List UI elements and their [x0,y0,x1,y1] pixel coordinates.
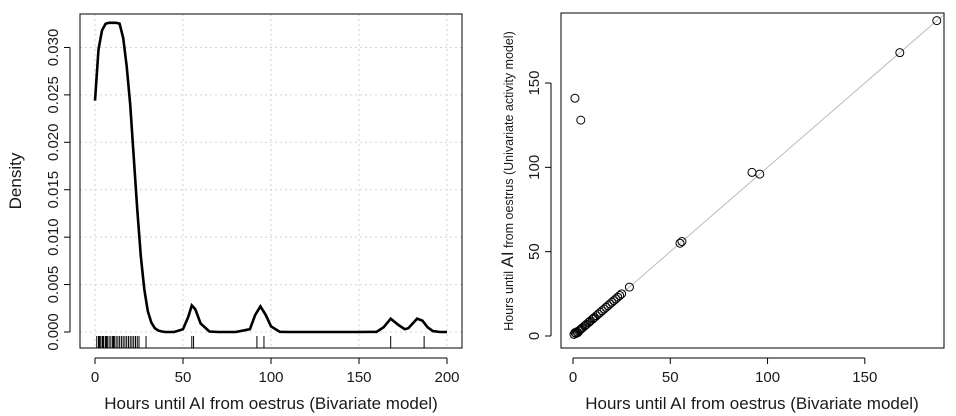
density-y-tick-label: 0.005 [45,266,62,304]
density-y-tick-label: 0.010 [45,218,62,256]
density-curve [93,21,447,334]
scatter-point [576,115,586,125]
scatter-y-axis-label-part-2: AI [498,251,517,267]
density-x-tick-label: 200 [434,369,459,386]
scatter-point [895,48,905,58]
scatter-x-tick-label: 0 [569,369,577,386]
scatter-y-tick-label: 100 [526,155,543,180]
density-x-tick-label: 0 [91,369,99,386]
density-panel: 0 50 100 150 200 0.0000.0050.0100.0150.0200.… [6,13,463,413]
scatter-point [624,282,634,292]
density-grid [80,14,462,348]
density-y-tick-label: 0.030 [45,29,62,67]
identity-reference-line [568,15,943,340]
scatter-x-tick-label: 150 [852,369,877,386]
scatter-point [615,291,625,301]
density-y-tick-label: 0.000 [45,313,62,351]
density-x-axis: 0 50 100 150 200 [91,357,460,386]
scatter-x-axis: 0 50 100 150 [569,357,877,386]
scatter-y-axis-label-part-1: Hours until [502,268,516,331]
scatter-plot-frame [560,12,945,349]
scatter-x-axis-label: Hours until AI from oestrus (Bivariate m… [585,394,919,413]
scatter-point [677,237,687,247]
density-y-tick-label: 0.015 [45,171,62,209]
density-plot-frame [79,13,463,349]
scatter-point [570,93,580,103]
scatter-panel: 0 50 100 150 0 50 100 150 Hours until AI from … [498,12,945,413]
scatter-point [617,289,627,299]
scatter-points [569,16,942,339]
density-x-axis-label: Hours until AI from oestrus (Bivariate m… [104,394,438,413]
scatter-point [675,238,685,248]
scatter-y-tick-label: 150 [526,71,543,96]
density-y-tick-label: 0.025 [45,76,62,114]
scatter-x-tick-label: 100 [755,369,780,386]
scatter-x-tick-label: 50 [662,369,679,386]
scatter-y-axis-label: Hours until AI from oestrus (Univariate … [498,31,517,331]
scatter-point [932,16,942,26]
density-x-tick-label: 100 [258,369,283,386]
scatter-point [755,169,765,179]
scatter-y-tick-label: 0 [526,332,543,340]
density-y-axis: 0.000 0.005 0.010 0.015 0.020 0.025 0.030 [45,29,71,351]
density-y-axis-label: Density [6,152,25,209]
density-x-tick-label: 150 [346,369,371,386]
density-rug [96,336,425,348]
scatter-y-axis-label-part-3: from oestrus (Univariate activity model) [502,31,516,251]
density-x-tick-label: 50 [175,369,192,386]
scatter-y-tick-label: 50 [526,243,543,260]
scatter-y-axis: 0 50 100 150 [526,71,552,340]
scatter-point [747,167,757,177]
density-y-tick-label: 0.020 [45,124,62,162]
